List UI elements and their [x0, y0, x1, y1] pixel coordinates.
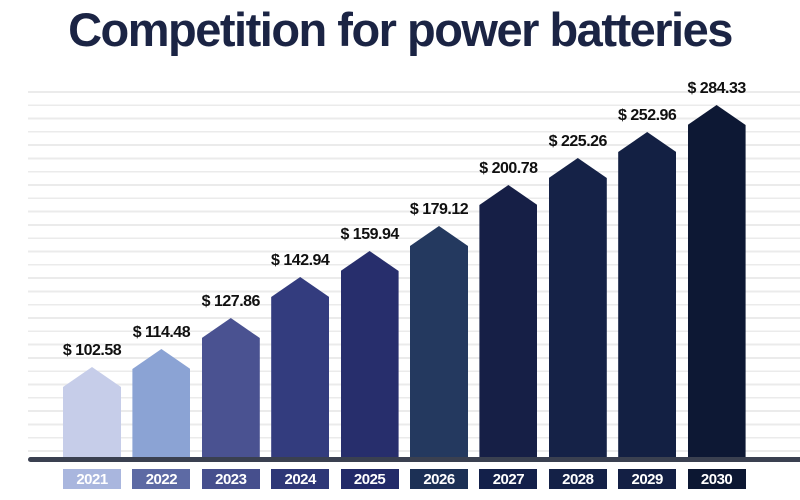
value-label-2022: $ 114.48 [132, 324, 191, 341]
bar-2027 [479, 185, 538, 459]
x-tick-2025: 2025 [340, 469, 399, 489]
x-tick-2024: 2024 [271, 469, 330, 489]
bar-2022 [132, 349, 191, 459]
bar-2029 [618, 132, 677, 459]
x-axis-line [28, 457, 800, 462]
x-tick-2021: 2021 [63, 469, 121, 489]
bar-2024 [271, 277, 330, 459]
chart-title: Competition for power batteries [68, 3, 733, 56]
x-tick-2027: 2027 [479, 469, 538, 489]
value-label-2030: $ 284.33 [687, 80, 746, 97]
value-label-2027: $ 200.78 [479, 160, 538, 177]
bar-2021 [63, 367, 121, 459]
bar-2028 [548, 158, 607, 459]
bar-2025 [340, 251, 399, 459]
bar-2030 [687, 105, 746, 459]
bar-2026 [410, 226, 468, 459]
value-label-2029: $ 252.96 [618, 107, 677, 124]
x-tick-2026: 2026 [410, 469, 468, 489]
value-label-2024: $ 142.94 [271, 252, 330, 269]
value-label-2021: $ 102.58 [62, 342, 122, 359]
value-label-2025: $ 159.94 [340, 226, 399, 243]
x-tick-2023: 2023 [201, 469, 260, 489]
x-tick-2022: 2022 [132, 469, 191, 489]
bar-2023 [201, 318, 260, 459]
value-label-2026: $ 179.12 [409, 201, 469, 218]
x-tick-2028: 2028 [548, 469, 607, 489]
x-tick-2029: 2029 [618, 469, 677, 489]
x-tick-2030: 2030 [687, 469, 746, 489]
value-label-2028: $ 225.26 [548, 133, 608, 150]
value-label-2023: $ 127.86 [201, 293, 261, 310]
